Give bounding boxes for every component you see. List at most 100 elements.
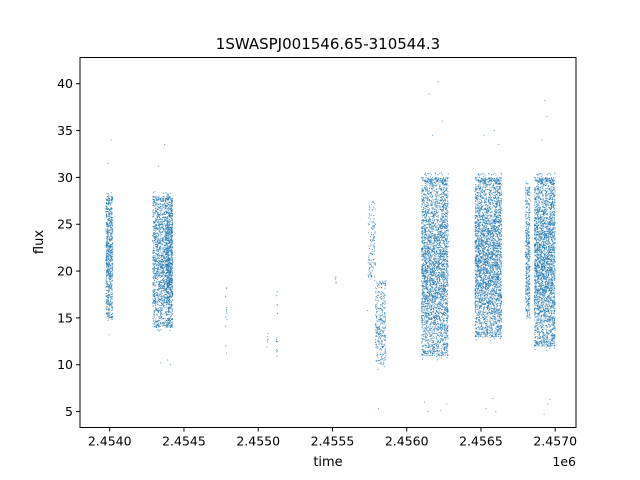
data-point [158,233,160,235]
data-point [430,181,432,183]
data-point [443,347,445,349]
data-point [434,261,436,263]
data-point [429,317,431,319]
data-point [168,220,170,222]
data-point [421,304,423,306]
data-point [107,238,109,240]
data-point [446,227,448,229]
data-point [160,221,162,223]
data-point [172,267,174,269]
data-point [160,315,162,317]
data-point [428,246,430,248]
data-point [383,316,385,318]
data-point [168,277,170,279]
data-point [169,257,171,259]
data-point [161,316,163,318]
data-point [170,232,172,234]
data-point [163,251,165,253]
data-point [155,195,157,197]
data-point [424,248,426,250]
data-point [376,347,378,349]
data-point [169,314,171,316]
data-point [164,205,166,207]
data-point [171,216,173,218]
data-point [435,257,437,259]
data-point [160,207,162,209]
data-point [379,327,381,329]
data-point [165,224,167,226]
data-point [110,277,112,279]
data-point [442,180,444,182]
data-point [157,321,159,323]
data-point [169,204,171,206]
data-point [380,320,382,321]
data-point [432,282,434,284]
data-point [109,251,111,253]
data-point [172,299,174,301]
data-point [161,267,163,269]
data-point [153,267,155,269]
data-point [167,292,169,294]
data-point [153,276,155,278]
data-point [377,326,379,328]
data-point [152,305,154,307]
data-point [429,240,431,242]
data-point [165,292,167,294]
data-point [372,239,374,241]
data-point [382,331,384,333]
data-point [371,221,373,223]
data-point [158,304,160,306]
data-point [427,300,429,302]
data-point [170,277,172,279]
data-point [154,269,156,271]
data-point [431,318,433,320]
data-point [438,204,440,206]
data-point [152,302,154,304]
data-point [108,236,110,238]
data-point [109,269,111,271]
data-point [110,203,112,205]
data-point [152,293,154,295]
data-point [152,302,154,304]
data-point [436,256,438,258]
data-point [170,283,172,285]
data-point [112,315,114,317]
data-point [170,243,172,245]
data-point [163,217,165,219]
data-point [108,274,110,276]
data-point [432,207,434,209]
data-point [109,238,111,240]
data-point [421,209,423,210]
data-point [172,304,174,306]
data-point [424,324,426,326]
data-point [434,172,436,174]
data-point [166,259,168,261]
data-point [444,259,446,261]
data-point [152,298,154,300]
data-point [276,291,278,293]
data-point [430,223,432,225]
data-point [434,322,436,324]
data-point [170,280,172,282]
data-point [375,323,377,325]
data-point [335,279,337,281]
data-point [380,295,382,297]
data-point [170,266,172,268]
data-point [112,224,114,226]
data-point [166,202,168,204]
data-point [434,241,436,243]
data-point [442,285,444,287]
data-point [110,264,112,266]
data-point [158,281,160,283]
data-point [167,318,169,320]
data-point [168,235,170,237]
data-point [156,239,158,241]
data-point [162,269,164,271]
data-point [165,220,167,222]
data-point [369,215,371,217]
data-point [372,208,374,210]
data-point [377,353,379,355]
data-point [109,246,111,248]
data-point [335,282,337,284]
data-point [168,326,170,328]
